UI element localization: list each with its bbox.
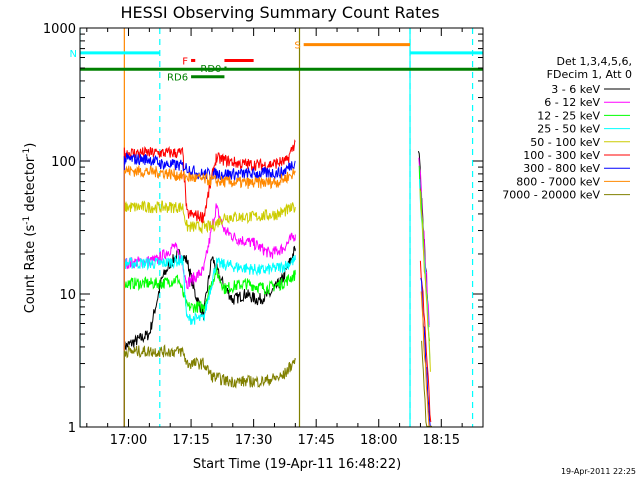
footer-timestamp: 19-Apr-2011 22:25 bbox=[561, 467, 636, 476]
x-tick-label: 17:45 bbox=[297, 433, 334, 448]
series-line-segment2 bbox=[419, 179, 431, 364]
x-tick-label: 18:15 bbox=[423, 433, 460, 448]
legend-entry: 7000 - 20000 keV bbox=[502, 189, 600, 202]
legend-entry: 50 - 100 keV bbox=[530, 136, 600, 149]
y-tick-label: 1000 bbox=[43, 22, 76, 37]
legend-entry: 100 - 300 keV bbox=[523, 149, 600, 162]
series-line bbox=[123, 200, 296, 427]
flag-label: S bbox=[294, 41, 300, 52]
flag-label: N bbox=[70, 49, 77, 60]
x-tick-label: 17:30 bbox=[235, 433, 272, 448]
series-line bbox=[123, 344, 296, 427]
series-line bbox=[123, 165, 296, 427]
series-line-segment2 bbox=[419, 188, 431, 372]
x-tick-label: 17:00 bbox=[110, 433, 147, 448]
legend: Det 1,3,4,5,6,FDecim 1, Att 0 3 - 6 keV6 … bbox=[502, 55, 632, 202]
x-tick-label: 17:15 bbox=[172, 433, 209, 448]
y-tick-label: 100 bbox=[51, 155, 76, 170]
legend-entry: 3 - 6 keV bbox=[551, 83, 600, 96]
legend-entry: 25 - 50 keV bbox=[537, 123, 600, 136]
legend-header: FDecim 1, Att 0 bbox=[547, 68, 632, 81]
legend-entry: 6 - 12 keV bbox=[544, 96, 600, 109]
y-tick-label: 10 bbox=[59, 288, 76, 303]
plot-frame bbox=[79, 27, 484, 428]
series-line bbox=[123, 203, 296, 427]
legend-entry: 12 - 25 keV bbox=[537, 109, 600, 122]
series-line-segment2 bbox=[421, 340, 432, 427]
series-line bbox=[123, 254, 296, 427]
x-tick-label: 18:00 bbox=[360, 433, 397, 448]
x-axis-label: Start Time (19-Apr-11 16:48:22) bbox=[193, 457, 401, 472]
legend-header: Det 1,3,4,5,6, bbox=[556, 55, 632, 68]
legend-entry: 800 - 7000 keV bbox=[516, 175, 600, 188]
y-axis-label: Count Rate (s-1 detector-1) bbox=[22, 143, 38, 314]
flag-label: RD0 bbox=[200, 64, 221, 75]
flag-label: RD6 bbox=[167, 73, 188, 84]
y-tick-label: 1 bbox=[68, 421, 76, 436]
chart-title: HESSI Observing Summary Count Rates bbox=[120, 3, 439, 22]
flag-label: F bbox=[182, 56, 188, 67]
legend-entry: 300 - 800 keV bbox=[523, 162, 600, 175]
series-line bbox=[123, 264, 296, 427]
